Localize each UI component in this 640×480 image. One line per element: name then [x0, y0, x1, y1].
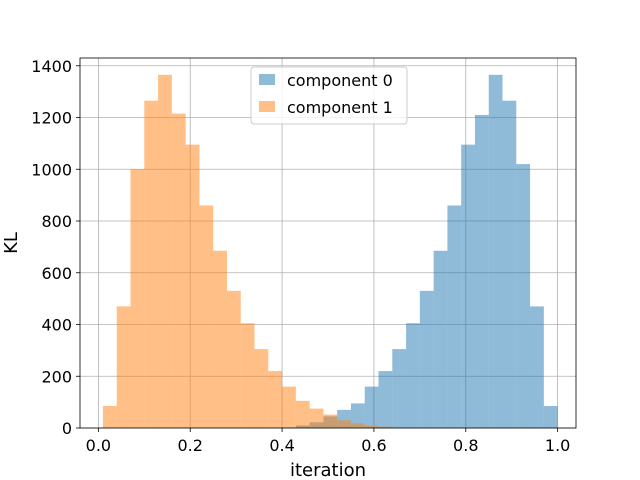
histogram-bar-component-0	[406, 323, 420, 428]
histogram-bar-component-1	[171, 113, 186, 429]
histogram-bar-component-0	[392, 349, 407, 428]
legend-swatch-component-1	[259, 101, 275, 112]
histogram-bar-component-1	[226, 290, 241, 428]
x-tick-label: 0.0	[86, 436, 111, 455]
histogram-bar-component-0	[433, 250, 448, 428]
legend-label-component-0: component 0	[287, 71, 393, 90]
x-tick-label: 0.6	[361, 436, 386, 455]
histogram-bar-component-0	[474, 114, 489, 428]
ticks: 0.0 0.2 0.4 0.6 0.8 1.0 0 200 400 600 800 1000 1200 1…	[31, 57, 570, 455]
y-tick-label: 400	[41, 316, 72, 335]
histogram-bar-component-1	[378, 426, 393, 428]
legend-swatch-component-0	[259, 74, 275, 85]
histogram-bar-component-1	[282, 386, 296, 428]
histogram-bar-component-1	[144, 100, 159, 428]
y-tick-label: 1000	[31, 160, 72, 179]
x-axis-label: iteration	[290, 460, 366, 480]
histogram-bar-component-0	[461, 144, 475, 428]
x-tick-label: 0.2	[177, 436, 202, 455]
histogram-bar-component-1	[254, 349, 269, 428]
y-tick-label: 1200	[31, 109, 72, 128]
histogram-bar-component-0	[488, 74, 503, 429]
x-tick-label: 0.8	[453, 436, 478, 455]
y-tick-label: 1400	[31, 57, 72, 76]
histogram-bar-component-1	[295, 400, 310, 428]
y-tick-label: 0	[62, 419, 72, 438]
histogram-bar-component-1	[102, 406, 117, 428]
histogram-bar-component-0	[543, 406, 558, 428]
plot-frame	[79, 57, 577, 429]
histogram-bar-component-0	[530, 306, 544, 428]
y-tick-label: 800	[41, 212, 72, 231]
histogram-bar-component-1	[350, 423, 365, 428]
histogram-bar-component-0	[447, 205, 462, 428]
histogram-bar-component-1	[268, 371, 283, 428]
histogram-bar-component-1	[130, 169, 145, 429]
y-tick-label: 200	[41, 367, 72, 386]
x-tick-label: 1.0	[545, 436, 570, 455]
x-tick-label: 0.4	[269, 436, 294, 455]
histogram-bar-component-1	[337, 420, 351, 428]
histogram-bar-component-1	[158, 74, 172, 429]
histogram-bar-component-0	[378, 371, 393, 428]
histogram-bar-component-0	[364, 386, 379, 428]
legend: component 0 component 1	[250, 66, 408, 125]
histogram-bar-component-0	[419, 290, 434, 428]
histogram-bar-component-1	[240, 323, 255, 428]
y-axis-label: KL	[1, 232, 22, 254]
histogram-bar-component-1	[309, 408, 324, 428]
histogram-bar-component-1	[213, 250, 227, 428]
histogram-bar-component-1	[364, 425, 379, 428]
histogram-bar-component-0	[502, 100, 517, 428]
histogram-bar-component-1	[323, 414, 338, 428]
histogram-bar-component-0	[516, 164, 531, 428]
bars	[102, 74, 558, 429]
histogram-bar-component-1	[116, 306, 131, 428]
legend-frame	[250, 66, 408, 125]
histogram-bar-component-1	[185, 144, 200, 428]
legend-label-component-1: component 1	[287, 98, 393, 117]
histogram-bar-component-1	[199, 205, 214, 428]
histogram-bar-component-0	[350, 403, 365, 428]
y-tick-label: 600	[41, 264, 72, 283]
